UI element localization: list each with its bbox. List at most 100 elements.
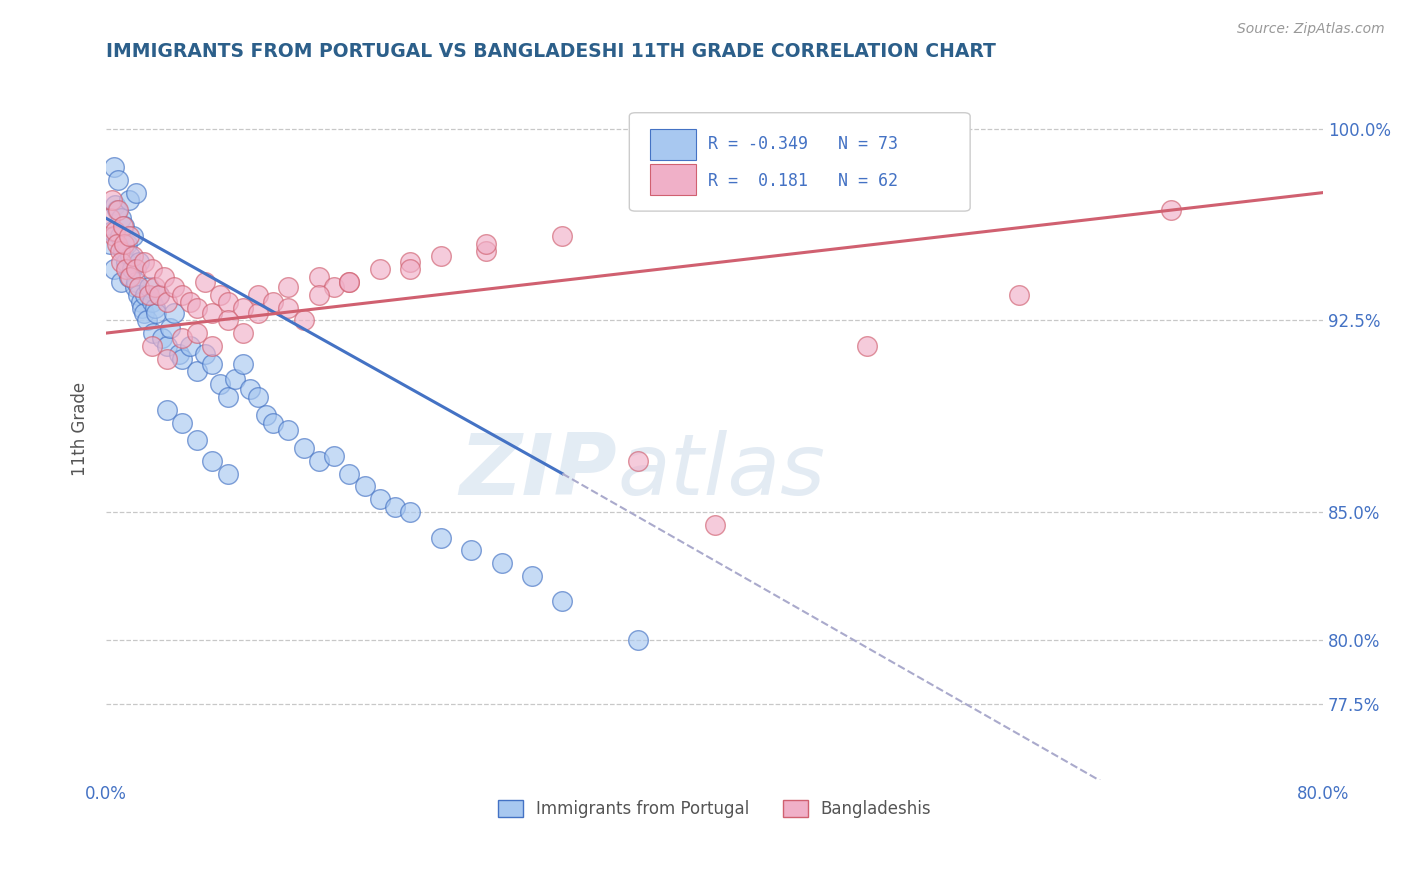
Text: R = -0.349   N = 73: R = -0.349 N = 73 <box>709 135 898 153</box>
Point <box>108 229 131 244</box>
Point <box>247 390 270 404</box>
Point <box>368 262 391 277</box>
Text: atlas: atlas <box>617 430 825 513</box>
Point <box>1160 203 1182 218</box>
Point <box>308 287 330 301</box>
Point <box>855 339 877 353</box>
Point <box>141 339 163 353</box>
Point <box>353 479 375 493</box>
Point <box>103 160 125 174</box>
Point <box>104 224 127 238</box>
Point <box>103 229 125 244</box>
Point <box>142 326 165 340</box>
Point <box>156 339 179 353</box>
Point <box>262 416 284 430</box>
Point <box>491 556 513 570</box>
Point <box>125 262 148 277</box>
Point <box>337 275 360 289</box>
Point <box>114 254 136 268</box>
Point <box>118 269 141 284</box>
Point <box>159 321 181 335</box>
Point <box>156 351 179 366</box>
Point <box>110 254 132 268</box>
Point <box>120 250 142 264</box>
Point <box>118 193 141 207</box>
Point <box>703 517 725 532</box>
Point <box>232 326 254 340</box>
Point <box>201 357 224 371</box>
Point <box>217 390 239 404</box>
Point <box>201 454 224 468</box>
Point <box>247 306 270 320</box>
Bar <box>650 128 696 160</box>
Point <box>217 295 239 310</box>
Point <box>141 295 163 310</box>
Text: IMMIGRANTS FROM PORTUGAL VS BANGLADESHI 11TH GRADE CORRELATION CHART: IMMIGRANTS FROM PORTUGAL VS BANGLADESHI … <box>105 42 995 61</box>
Point <box>475 236 498 251</box>
Point <box>115 236 138 251</box>
Point <box>150 331 173 345</box>
Y-axis label: 11th Grade: 11th Grade <box>72 382 89 476</box>
Point <box>101 224 124 238</box>
Point <box>148 287 170 301</box>
Point <box>194 346 217 360</box>
Point <box>224 372 246 386</box>
Point <box>138 287 160 301</box>
Point <box>337 275 360 289</box>
Point <box>121 262 143 277</box>
Bar <box>650 164 696 195</box>
Point <box>127 287 149 301</box>
Point <box>104 198 127 212</box>
Point <box>292 313 315 327</box>
Point <box>145 306 167 320</box>
Point <box>1008 287 1031 301</box>
Point <box>152 269 174 284</box>
Point <box>551 594 574 608</box>
Point <box>429 250 451 264</box>
Point <box>105 236 128 251</box>
Point <box>134 287 156 301</box>
Point <box>112 236 135 251</box>
Point <box>148 287 170 301</box>
Point <box>239 382 262 396</box>
Point <box>114 262 136 277</box>
Point <box>111 244 134 259</box>
Point <box>460 543 482 558</box>
Point <box>105 203 128 218</box>
Point <box>122 229 145 244</box>
FancyBboxPatch shape <box>630 112 970 211</box>
Point <box>208 287 231 301</box>
Point <box>129 295 152 310</box>
Text: Source: ZipAtlas.com: Source: ZipAtlas.com <box>1237 22 1385 37</box>
Point <box>262 295 284 310</box>
Point <box>132 254 155 268</box>
Point <box>124 280 146 294</box>
Text: R =  0.181   N = 62: R = 0.181 N = 62 <box>709 172 898 190</box>
Point <box>128 254 150 268</box>
Point <box>156 295 179 310</box>
Point <box>138 280 160 294</box>
Point <box>128 280 150 294</box>
Point <box>308 269 330 284</box>
Point <box>156 402 179 417</box>
Point <box>141 262 163 277</box>
Point <box>103 262 125 277</box>
Point <box>217 313 239 327</box>
Point <box>520 569 543 583</box>
Point <box>170 331 193 345</box>
Point <box>254 408 277 422</box>
Point <box>108 244 131 259</box>
Point <box>277 280 299 294</box>
Point <box>107 203 129 218</box>
Point <box>201 339 224 353</box>
Point <box>132 306 155 320</box>
Point <box>277 301 299 315</box>
Point <box>337 467 360 481</box>
Point <box>399 254 422 268</box>
Point <box>399 505 422 519</box>
Point <box>143 280 166 294</box>
Point <box>323 449 346 463</box>
Point <box>368 492 391 507</box>
Point <box>194 275 217 289</box>
Point <box>308 454 330 468</box>
